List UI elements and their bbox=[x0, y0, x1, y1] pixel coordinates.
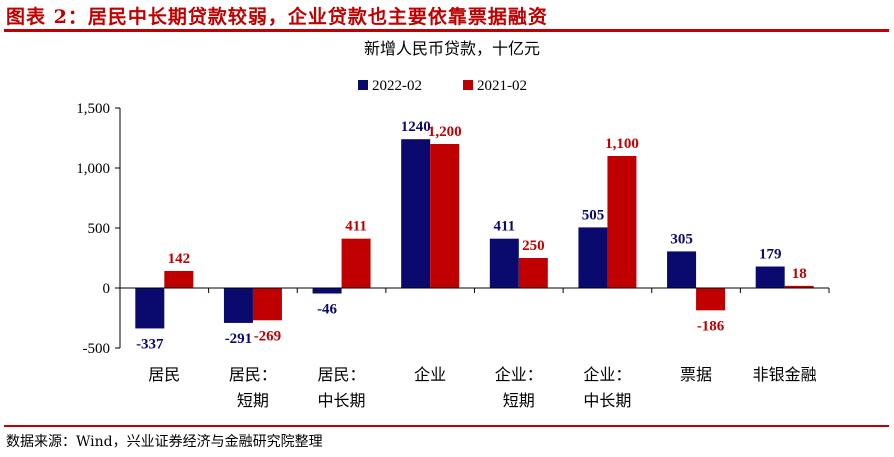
bars bbox=[135, 139, 814, 329]
data-label: 1,100 bbox=[605, 136, 639, 152]
data-label: 505 bbox=[582, 207, 605, 223]
x-axis: 居民 居民： 短期 居民： 中长期 企业 企业： 短期 企业： 中长期 票据 非银金融 bbox=[119, 287, 830, 410]
bar-2022 bbox=[223, 288, 253, 323]
y-axis: -500 0 500 1,000 1,500 bbox=[76, 101, 121, 357]
data-label: -46 bbox=[317, 302, 337, 318]
bar-2021 bbox=[252, 288, 282, 321]
chart-subtitle: 新增人民币贷款，十亿元 bbox=[364, 39, 540, 58]
bar-2022 bbox=[667, 251, 697, 288]
category-label: 短期 bbox=[237, 391, 269, 410]
bar-2021 bbox=[164, 270, 194, 288]
y-tick-label: 1,000 bbox=[76, 161, 110, 177]
data-label: 1,200 bbox=[428, 124, 462, 140]
bar-2021 bbox=[607, 156, 637, 288]
legend: 2022-02 2021-02 bbox=[358, 78, 527, 94]
data-label: -291 bbox=[225, 331, 253, 347]
bar-2021 bbox=[430, 144, 460, 288]
bar-2022 bbox=[489, 238, 519, 288]
category-label: 企业： bbox=[583, 365, 631, 384]
bar-2021 bbox=[696, 288, 726, 311]
data-label: 179 bbox=[759, 247, 782, 263]
data-label: 411 bbox=[345, 219, 367, 235]
bar-2021 bbox=[784, 285, 814, 288]
data-label: -337 bbox=[136, 336, 164, 352]
bar-2022 bbox=[401, 139, 431, 288]
legend-label-2021: 2021-02 bbox=[477, 78, 527, 94]
data-label: -186 bbox=[697, 318, 725, 334]
data-label: 411 bbox=[493, 219, 515, 235]
figure-title: 图表 2：居民中长期贷款较弱，企业贷款也主要依靠票据融资 bbox=[6, 6, 548, 28]
data-label: -269 bbox=[254, 328, 282, 344]
y-tick-label: 0 bbox=[103, 281, 111, 297]
y-tick-label: 500 bbox=[88, 221, 111, 237]
category-label: 企业 bbox=[414, 365, 446, 384]
legend-swatch-2022 bbox=[358, 80, 368, 90]
data-label: 1240 bbox=[401, 119, 431, 135]
category-label: 居民： bbox=[229, 365, 277, 384]
footer-rule bbox=[4, 425, 889, 427]
category-label: 企业： bbox=[495, 365, 543, 384]
data-label: 18 bbox=[792, 266, 807, 282]
bar-2022 bbox=[755, 266, 785, 288]
data-label: 305 bbox=[670, 231, 693, 247]
category-label: 票据 bbox=[680, 365, 712, 384]
bar-2022 bbox=[312, 288, 342, 294]
category-label: 中长期 bbox=[318, 391, 366, 410]
chart-svg: 新增人民币贷款，十亿元 2022-02 2021-02 -500 0 500 1,00… bbox=[76, 39, 830, 410]
bar-2022 bbox=[578, 227, 608, 288]
data-label: 250 bbox=[522, 238, 545, 254]
category-label: 居民 bbox=[148, 365, 180, 384]
legend-label-2022: 2022-02 bbox=[372, 78, 422, 94]
y-tick-label: -500 bbox=[83, 341, 111, 357]
bar-2021 bbox=[518, 258, 548, 288]
category-label: 短期 bbox=[503, 391, 535, 410]
data-label: 142 bbox=[168, 251, 191, 267]
category-label: 非银金融 bbox=[753, 365, 817, 384]
title-rule bbox=[4, 29, 889, 32]
bar-2022 bbox=[135, 288, 165, 329]
y-tick-label: 1,500 bbox=[76, 101, 110, 117]
bar-2021 bbox=[341, 238, 371, 288]
legend-swatch-2021 bbox=[463, 80, 473, 90]
source-note: 数据来源：Wind，兴业证券经济与金融研究院整理 bbox=[6, 434, 323, 450]
category-label: 居民： bbox=[318, 365, 366, 384]
category-label: 中长期 bbox=[583, 391, 631, 410]
